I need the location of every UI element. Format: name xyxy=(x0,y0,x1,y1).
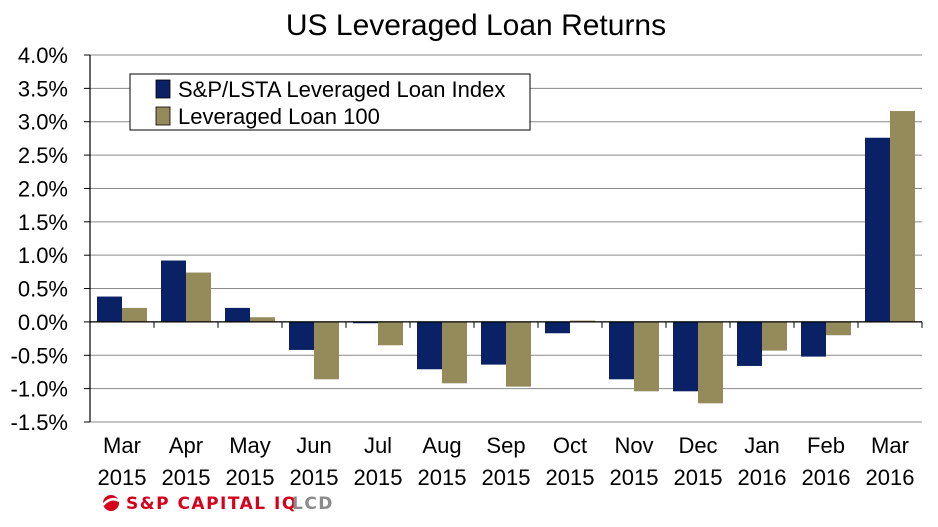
x-tick-label-month: Mar xyxy=(103,433,141,458)
legend-swatch-series-1 xyxy=(155,79,171,99)
y-tick-label: 1.0% xyxy=(18,243,68,268)
bar-series-2 xyxy=(698,321,723,404)
x-tick-label-year: 2015 xyxy=(354,465,403,490)
bar-series-2 xyxy=(634,321,659,392)
bar-series-1 xyxy=(673,321,698,392)
legend-label-series-2: Leveraged Loan 100 xyxy=(178,104,380,129)
x-tick-label-year: 2015 xyxy=(98,465,147,490)
bar-series-2 xyxy=(826,321,851,336)
x-tick-label-year: 2015 xyxy=(482,465,531,490)
y-tick-label: -1.0% xyxy=(11,377,68,402)
bar-series-1 xyxy=(225,307,250,322)
x-tick-label-month: Sep xyxy=(486,433,525,458)
x-tick-label-month: Apr xyxy=(169,433,203,458)
x-tick-label-month: Feb xyxy=(807,433,845,458)
y-tick-label: -1.5% xyxy=(11,410,68,435)
bar-series-2 xyxy=(250,317,275,322)
chart-title: US Leveraged Loan Returns xyxy=(286,9,666,42)
x-tick-label-year: 2015 xyxy=(674,465,723,490)
bar-series-2 xyxy=(122,307,147,322)
y-tick-label: 0.0% xyxy=(18,310,68,335)
bar-series-1 xyxy=(289,321,314,350)
x-tick-label-year: 2015 xyxy=(418,465,467,490)
logo-brand: S&P CAPITAL IQ xyxy=(126,494,298,514)
bar-series-1 xyxy=(609,321,634,380)
legend-swatch-series-2 xyxy=(155,106,171,126)
bar-series-2 xyxy=(890,111,915,322)
x-tick-label-year: 2016 xyxy=(866,465,915,490)
bar-series-1 xyxy=(97,296,122,322)
bar-series-2 xyxy=(378,321,403,346)
y-tick-label: 0.5% xyxy=(18,277,68,302)
bar-series-2 xyxy=(314,321,339,380)
x-tick-label-month: Dec xyxy=(678,433,717,458)
y-tick-label: 2.0% xyxy=(18,176,68,201)
y-tick-label: 4.0% xyxy=(18,43,68,68)
x-tick-label-year: 2015 xyxy=(162,465,211,490)
y-tick-label: 3.5% xyxy=(18,76,68,101)
x-tick-label-month: Jul xyxy=(364,433,392,458)
x-tick-label-month: May xyxy=(229,433,271,458)
bar-series-1 xyxy=(161,260,186,322)
bar-series-1 xyxy=(545,321,570,334)
bar-series-1 xyxy=(481,321,506,365)
x-tick-label-month: Oct xyxy=(553,433,587,458)
bars xyxy=(97,111,915,404)
x-tick-label-year: 2015 xyxy=(226,465,275,490)
x-tick-label-month: Nov xyxy=(614,433,653,458)
y-axis-tick-labels: 4.0% 3.5% 3.0% 2.5% 2.0% 1.5% 1.0% 0.5% 0.0% -0.5… xyxy=(11,43,90,435)
bar-series-1 xyxy=(353,321,378,324)
x-tick-label-month: Aug xyxy=(422,433,461,458)
x-tick-label-year: 2016 xyxy=(802,465,851,490)
bar-series-2 xyxy=(506,321,531,387)
y-tick-label: 1.5% xyxy=(18,210,68,235)
y-tick-label: 3.0% xyxy=(18,110,68,135)
sp-capital-iq-lcd-logo: S&P CAPITAL IQ LCD xyxy=(102,494,334,514)
legend: S&P/LSTA Leveraged Loan Index Leveraged … xyxy=(129,73,531,131)
legend-box xyxy=(129,73,531,131)
y-tick-label: 2.5% xyxy=(18,143,68,168)
legend-label-series-1: S&P/LSTA Leveraged Loan Index xyxy=(178,77,505,102)
bar-series-1 xyxy=(417,321,442,370)
x-tick-label-month: Jun xyxy=(296,433,331,458)
x-tick-label-month: Mar xyxy=(871,433,909,458)
x-axis-tick-labels: Mar 2015 Apr 2015 May 2015 Jun 2015 Jul 2015 Aug 20… xyxy=(98,433,915,490)
x-tick-label-year: 2015 xyxy=(610,465,659,490)
bar-series-1 xyxy=(865,137,890,322)
bar-series-1 xyxy=(801,321,826,357)
bar-series-2 xyxy=(442,321,467,384)
logo-product: LCD xyxy=(292,494,334,514)
x-tick-label-year: 2016 xyxy=(738,465,787,490)
bar-series-2 xyxy=(762,321,787,351)
x-tick-label-year: 2015 xyxy=(290,465,339,490)
bar-series-2 xyxy=(186,272,211,322)
logo-mark-swoosh-icon xyxy=(102,497,120,506)
y-tick-label: -0.5% xyxy=(11,343,68,368)
bar-series-1 xyxy=(737,321,762,366)
x-tick-label-year: 2015 xyxy=(546,465,595,490)
x-tick-label-month: Jan xyxy=(744,433,779,458)
bar-series-2 xyxy=(570,320,595,322)
axes xyxy=(89,55,923,422)
